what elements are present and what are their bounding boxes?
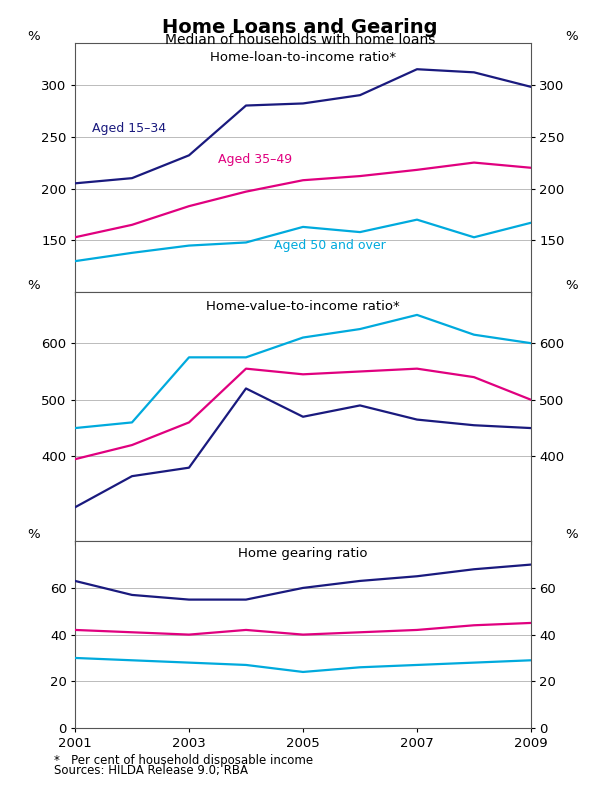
Text: *   Per cent of household disposable income: * Per cent of household disposable incom…: [54, 753, 313, 767]
Text: %: %: [566, 528, 578, 541]
Text: Aged 35–49: Aged 35–49: [218, 153, 292, 166]
Text: Median of households with home loans: Median of households with home loans: [165, 33, 435, 47]
Text: Sources: HILDA Release 9.0; RBA: Sources: HILDA Release 9.0; RBA: [54, 763, 248, 777]
Text: %: %: [28, 528, 40, 541]
Text: %: %: [566, 30, 578, 43]
Text: %: %: [566, 279, 578, 292]
Text: Home-value-to-income ratio*: Home-value-to-income ratio*: [206, 300, 400, 312]
Text: Home gearing ratio: Home gearing ratio: [238, 547, 368, 560]
Text: Home Loans and Gearing: Home Loans and Gearing: [162, 18, 438, 37]
Text: %: %: [28, 279, 40, 292]
Text: Aged 15–34: Aged 15–34: [92, 122, 166, 135]
Text: Aged 50 and over: Aged 50 and over: [275, 239, 386, 252]
Text: Home-loan-to-income ratio*: Home-loan-to-income ratio*: [210, 50, 396, 64]
Text: %: %: [28, 30, 40, 43]
